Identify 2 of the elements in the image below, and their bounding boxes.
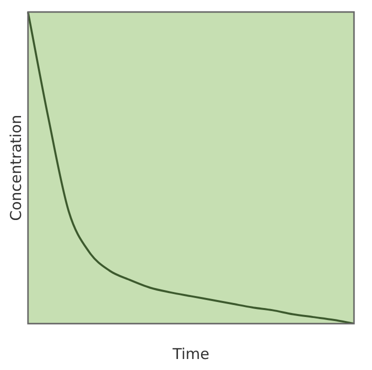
- x-axis-title: Time: [172, 344, 210, 363]
- y-axis-title: Concentration: [6, 114, 25, 221]
